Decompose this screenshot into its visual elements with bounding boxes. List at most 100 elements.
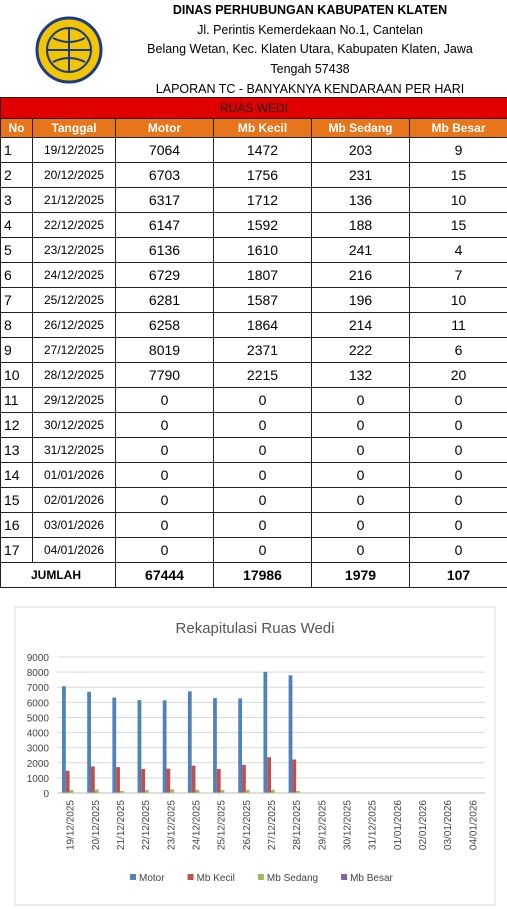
count-cell: 0 — [311, 537, 410, 563]
bar — [296, 791, 300, 793]
count-cell: 0 — [311, 437, 410, 463]
y-tick-label: 4000 — [27, 729, 50, 740]
table-row: 6 24/12/2025 6729 1807 216 7 — [0, 262, 507, 288]
total-cell: 107 — [408, 562, 507, 588]
legend-label: Mb Besar — [350, 873, 393, 884]
x-tick-label: 30/12/2025 — [343, 800, 354, 850]
bar — [112, 697, 117, 793]
column-header: Mb Kecil — [213, 118, 312, 138]
bar — [263, 671, 268, 793]
row-number: 17 — [0, 537, 33, 563]
count-cell: 0 — [408, 387, 507, 413]
x-tick-label: 19/12/2025 — [66, 800, 77, 850]
count-cell: 0 — [311, 487, 410, 513]
y-tick-label: 5000 — [27, 713, 50, 724]
bar — [213, 698, 217, 793]
title: DINAS PERHUBUNGAN KABUPATEN KLATEN — [172, 3, 448, 17]
y-tick-label: 2000 — [27, 759, 50, 770]
bar — [141, 768, 146, 793]
x-tick-label: 22/12/2025 — [141, 800, 152, 850]
count-cell: 0 — [115, 462, 214, 488]
bar — [170, 789, 175, 793]
count-cell: 1472 — [213, 137, 312, 163]
bar — [166, 768, 171, 793]
bar — [94, 789, 99, 793]
x-tick-label: 27/12/2025 — [267, 800, 278, 850]
column-header: Tanggal — [32, 118, 116, 138]
address: Jl. Perintis Kemerdekaan No.1, Cantelan — [197, 23, 423, 37]
x-tick-label: 23/12/2025 — [166, 800, 177, 850]
address: Belang Wetan, Kec. Klaten Utara, Kabupat… — [147, 42, 473, 56]
x-tick-label: 02/01/2026 — [418, 800, 429, 850]
count-cell: 10 — [408, 287, 507, 313]
bar — [220, 790, 225, 793]
count-cell: 0 — [408, 487, 507, 513]
bar — [288, 675, 293, 793]
bar — [90, 766, 95, 793]
bar — [292, 759, 297, 793]
total-cell: 67444 — [115, 562, 214, 588]
legend-label: Mb Sedang — [267, 873, 318, 884]
x-tick-label: 04/01/2026 — [468, 800, 479, 850]
bar — [191, 765, 196, 793]
legend-swatch — [187, 874, 194, 880]
row-number: 5 — [0, 237, 33, 263]
bar — [137, 700, 142, 793]
bar — [62, 686, 66, 793]
bar — [145, 790, 149, 793]
table-row: JUMLAH 67444 17986 1979 107 — [0, 562, 507, 588]
x-tick-label: 20/12/2025 — [91, 800, 102, 850]
date-cell: 26/12/2025 — [32, 312, 116, 338]
address: Tengah 57438 — [270, 62, 350, 76]
count-cell: 6136 — [115, 237, 214, 263]
count-cell: 132 — [311, 362, 410, 388]
count-cell: 0 — [408, 462, 507, 488]
count-cell: 4 — [408, 237, 507, 263]
bar — [87, 691, 91, 793]
count-cell: 7 — [408, 262, 507, 288]
bar — [216, 769, 221, 793]
date-cell: 20/12/2025 — [32, 162, 116, 188]
count-cell: 241 — [311, 237, 410, 263]
count-cell: 0 — [213, 412, 312, 438]
count-cell: 0 — [213, 462, 312, 488]
x-tick-label: 29/12/2025 — [317, 800, 328, 850]
y-tick-label: 1000 — [27, 774, 50, 785]
bar — [271, 789, 275, 793]
count-cell: 1807 — [213, 262, 312, 288]
y-tick-label: 0 — [43, 789, 49, 800]
column-header: Motor — [115, 118, 214, 138]
chart-title: Rekapitulasi Ruas Wedi — [176, 620, 335, 637]
count-cell: 6258 — [115, 312, 214, 338]
bar — [238, 698, 243, 793]
legend-label: Motor — [139, 873, 165, 884]
x-tick-label: 01/01/2026 — [393, 800, 404, 850]
legend-swatch — [341, 874, 348, 880]
table-row: 8 26/12/2025 6258 1864 214 11 — [0, 312, 507, 338]
count-cell: 10 — [408, 187, 507, 213]
count-cell: 216 — [311, 262, 410, 288]
bar — [65, 770, 70, 793]
count-cell: 7064 — [115, 137, 214, 163]
y-tick-label: 9000 — [27, 653, 50, 664]
count-cell: 196 — [311, 287, 410, 313]
date-cell: 31/12/2025 — [32, 437, 116, 463]
count-cell: 214 — [311, 312, 410, 338]
x-tick-label: 03/01/2026 — [443, 800, 454, 850]
column-header: Mb Sedang — [311, 118, 410, 138]
legend-swatch — [130, 874, 136, 880]
row-number: 6 — [0, 262, 33, 288]
y-tick-label: 3000 — [27, 744, 50, 755]
y-tick-label: 6000 — [27, 698, 50, 709]
count-cell: 1864 — [213, 312, 312, 338]
x-tick-label: 24/12/2025 — [191, 800, 202, 850]
legend-swatch — [257, 874, 264, 880]
date-cell: 19/12/2025 — [32, 137, 116, 163]
bar — [245, 789, 250, 793]
bar — [187, 691, 192, 793]
bar — [162, 700, 167, 793]
x-tick-label: 26/12/2025 — [242, 800, 253, 850]
count-cell: 0 — [311, 512, 410, 538]
count-cell: 11 — [408, 312, 507, 338]
